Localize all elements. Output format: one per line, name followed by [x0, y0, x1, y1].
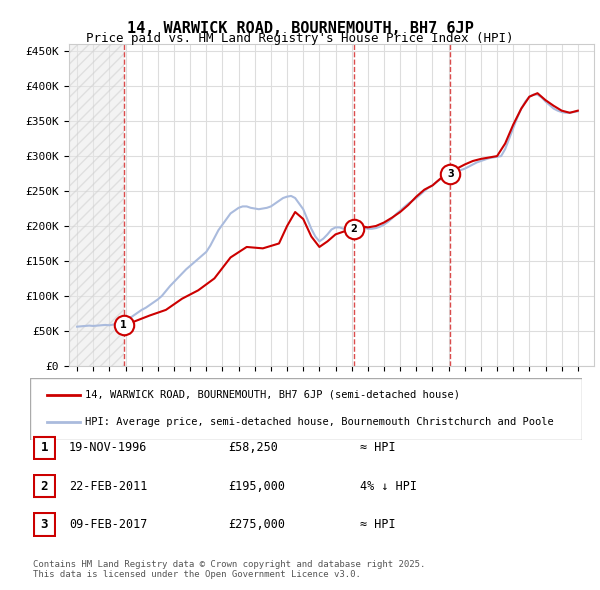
Text: 2: 2: [350, 224, 358, 234]
Text: 3: 3: [41, 518, 48, 531]
Text: 09-FEB-2017: 09-FEB-2017: [69, 518, 148, 531]
Text: £275,000: £275,000: [228, 518, 285, 531]
Text: 3: 3: [447, 169, 454, 179]
Text: 4% ↓ HPI: 4% ↓ HPI: [360, 480, 417, 493]
FancyBboxPatch shape: [34, 513, 55, 536]
Text: 22-FEB-2011: 22-FEB-2011: [69, 480, 148, 493]
Text: Price paid vs. HM Land Registry's House Price Index (HPI): Price paid vs. HM Land Registry's House …: [86, 32, 514, 45]
FancyBboxPatch shape: [34, 475, 55, 497]
Text: ≈ HPI: ≈ HPI: [360, 518, 395, 531]
Text: HPI: Average price, semi-detached house, Bournemouth Christchurch and Poole: HPI: Average price, semi-detached house,…: [85, 417, 554, 427]
Text: 1: 1: [41, 441, 48, 454]
FancyBboxPatch shape: [30, 378, 582, 440]
Bar: [69, 44, 124, 366]
Text: 19-NOV-1996: 19-NOV-1996: [69, 441, 148, 454]
FancyBboxPatch shape: [34, 437, 55, 459]
Text: £195,000: £195,000: [228, 480, 285, 493]
Text: 14, WARWICK ROAD, BOURNEMOUTH, BH7 6JP (semi-detached house): 14, WARWICK ROAD, BOURNEMOUTH, BH7 6JP (…: [85, 390, 460, 400]
Text: 2: 2: [41, 480, 48, 493]
Text: £58,250: £58,250: [228, 441, 278, 454]
Text: 1: 1: [121, 320, 127, 330]
Text: Contains HM Land Registry data © Crown copyright and database right 2025.
This d: Contains HM Land Registry data © Crown c…: [33, 560, 425, 579]
Text: ≈ HPI: ≈ HPI: [360, 441, 395, 454]
Text: 14, WARWICK ROAD, BOURNEMOUTH, BH7 6JP: 14, WARWICK ROAD, BOURNEMOUTH, BH7 6JP: [127, 21, 473, 35]
